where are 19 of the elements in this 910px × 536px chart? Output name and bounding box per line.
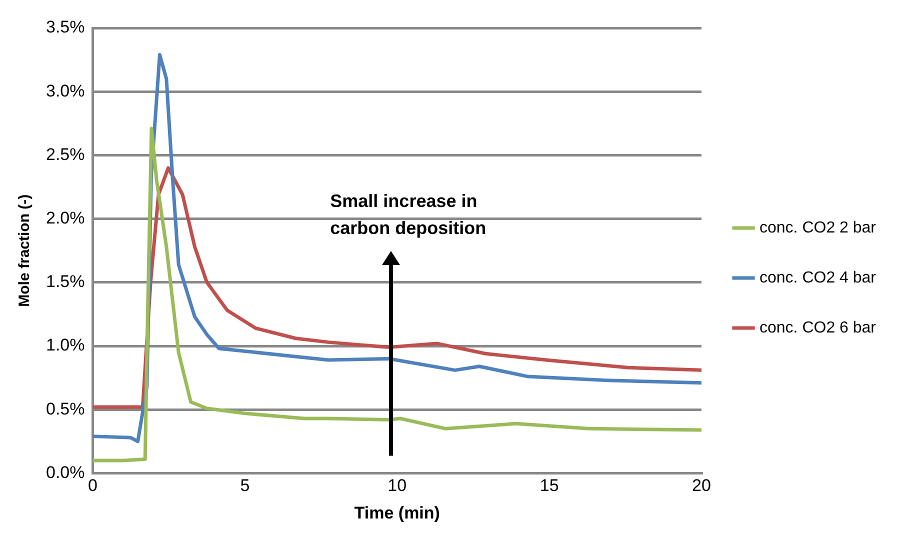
y-tick-label: 3.5%	[46, 18, 85, 37]
y-axis-title: Mole fraction (-)	[16, 194, 34, 307]
y-tick-label: 1.5%	[46, 272, 85, 292]
y-tick-label: 2.0%	[46, 208, 85, 228]
y-tick-label: 2.5%	[46, 144, 85, 164]
legend-label: conc. CO2 4 bar	[760, 269, 877, 286]
y-tick-label: 0.0%	[46, 462, 85, 482]
y-tick-label: 0.5%	[46, 399, 85, 418]
y-tick-label: 3.0%	[46, 81, 85, 100]
annotation: Small increase in carbon deposition	[330, 190, 488, 240]
x-tick-label: 5	[240, 476, 250, 496]
y-tick-label: 1.0%	[46, 336, 85, 355]
x-tick-label: 10	[388, 476, 407, 496]
x-axis-title: Time (min)	[354, 503, 440, 522]
x-tick-label: 20	[692, 476, 711, 496]
x-tick-label: 0	[88, 476, 98, 496]
legend-label: conc. CO2 6 bar	[760, 319, 877, 336]
legend-label: conc. CO2 2 bar	[760, 219, 877, 236]
x-tick-label: 15	[540, 476, 559, 496]
